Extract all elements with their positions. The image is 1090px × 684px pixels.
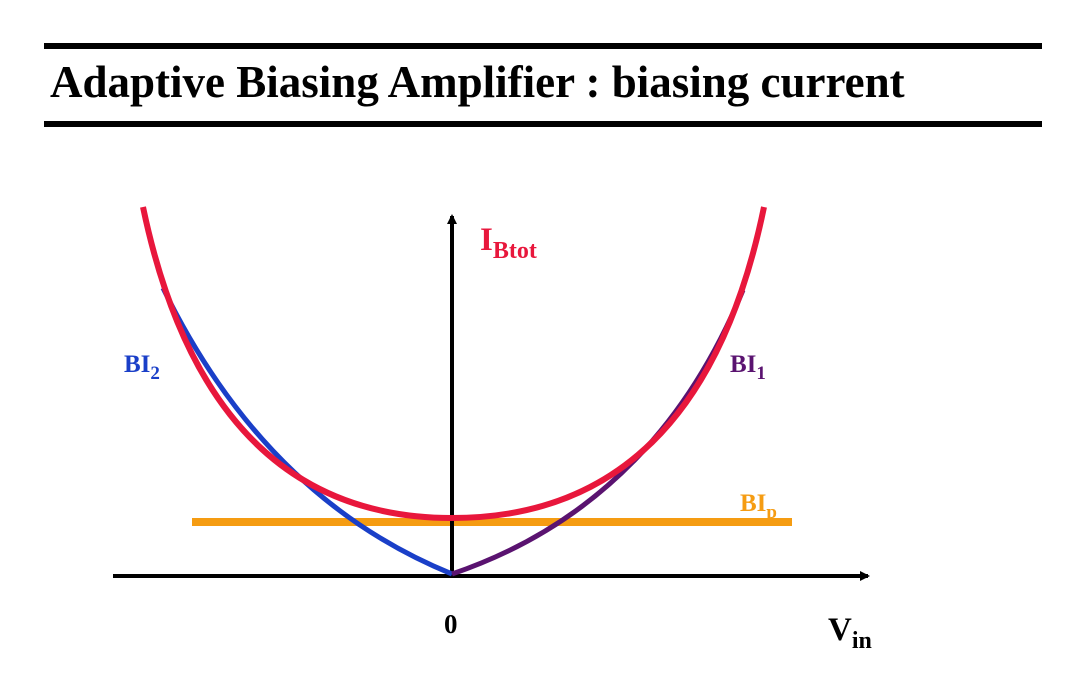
title-rule-bottom [44, 121, 1042, 127]
ibtot-label: IBtot [480, 222, 537, 264]
origin-label: 0 [444, 609, 458, 639]
bip-label: BIp [740, 490, 777, 523]
bi2-label: BI2 [124, 351, 160, 384]
x-axis-label: Vin [828, 612, 872, 654]
page-title: Adaptive Biasing Amplifier : biasing cur… [50, 57, 905, 107]
bi1-label: BI1 [730, 351, 766, 384]
title-rule-top [44, 43, 1042, 49]
ibtot-curve [140, 206, 767, 522]
bi2-curve [160, 286, 453, 577]
bi1-curve [451, 289, 746, 577]
